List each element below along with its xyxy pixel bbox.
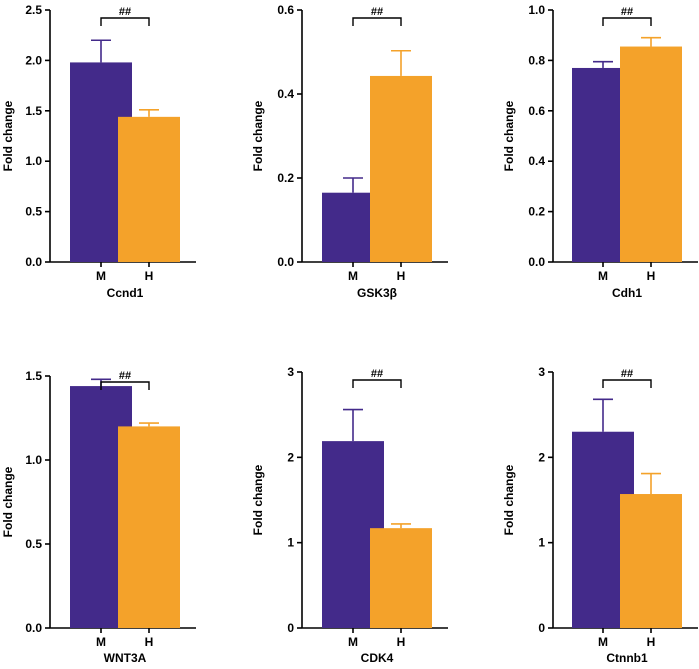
panel-4-y-tick-label: 1.0 xyxy=(25,453,42,467)
panel-2-x-label-M: M xyxy=(348,269,358,283)
panel-3-gene-label: Cdh1 xyxy=(612,286,642,300)
panel-5-x-label-H: H xyxy=(397,635,406,649)
panel-6-gene-label: Ctnnb1 xyxy=(606,651,648,665)
panel-1-y-tick-label: 0.5 xyxy=(25,205,42,219)
panel-4-y-tick-label: 0.5 xyxy=(25,537,42,551)
panel-6-x-label-H: H xyxy=(647,635,656,649)
panel-2-x-label-H: H xyxy=(397,269,406,283)
panel-3-y-axis-title: Fold change xyxy=(502,100,516,171)
panel-1-y-tick-label: 0.0 xyxy=(25,255,42,269)
panel-5-y-tick-label: 1 xyxy=(287,536,294,550)
panel-6-x-label-M: M xyxy=(598,635,608,649)
panel-6-y-tick-label: 2 xyxy=(538,450,545,464)
panel-4-gene-label: WNT3A xyxy=(104,651,147,665)
panel-3-significance-label: ## xyxy=(621,6,633,18)
panel-1-y-tick-label: 2.0 xyxy=(25,53,42,67)
panel-6-y-tick-label: 1 xyxy=(538,536,545,550)
panel-2-y-tick-label: 0.6 xyxy=(277,3,294,17)
panel-4-significance-bracket xyxy=(100,381,150,390)
panel-4-significance-label: ## xyxy=(119,370,131,382)
panel-6-significance-bracket xyxy=(602,379,652,388)
panel-3-y-tick-label: 1.0 xyxy=(528,3,545,17)
panel-6-y-axis-title: Fold change xyxy=(502,464,516,535)
panel-3-y-tick-label: 0.4 xyxy=(528,154,545,168)
panel-2-bar-H xyxy=(370,75,432,262)
panel-6-y-tick-label: 0 xyxy=(538,621,545,635)
panel-1-significance-label: ## xyxy=(119,6,131,18)
panel-3-y-tick-label: 0.6 xyxy=(528,104,545,118)
panel-1-y-axis-title: Fold change xyxy=(1,100,15,171)
panel-6-y-tick-label: 3 xyxy=(538,365,545,379)
panel-6-bar-H xyxy=(620,494,682,628)
panel-2-y-tick-label: 0.4 xyxy=(277,87,294,101)
panel-4-y-tick-label: 0.0 xyxy=(25,621,42,635)
panel-5-significance-label: ## xyxy=(371,368,383,380)
panel-3-y-tick-label: 0.0 xyxy=(528,255,545,269)
panel-4-x-label-H: H xyxy=(145,635,154,649)
panel-5-significance-bracket xyxy=(352,379,402,388)
panel-1-bar-H xyxy=(118,116,180,263)
panel-3-y-tick-label: 0.2 xyxy=(528,205,545,219)
panel-2-significance-bracket xyxy=(352,17,402,26)
panel-3-x-label-M: M xyxy=(598,269,608,283)
panel-2-y-tick-label: 0.2 xyxy=(277,171,294,185)
panel-1-gene-label: Ccnd1 xyxy=(107,286,144,300)
panel-5-x-label-M: M xyxy=(348,635,358,649)
panel-3-significance-bracket xyxy=(602,17,652,26)
panel-4-x-label-M: M xyxy=(96,635,106,649)
panel-4-bar-H xyxy=(118,426,180,628)
panel-1-significance-bracket xyxy=(100,17,150,26)
panel-4-y-axis-title: Fold change xyxy=(1,466,15,537)
panel-1-y-tick-label: 1.5 xyxy=(25,104,42,118)
panel-3-x-label-H: H xyxy=(647,269,656,283)
panel-1-y-tick-label: 1.0 xyxy=(25,154,42,168)
panel-5-bar-H xyxy=(370,528,432,628)
panel-2-significance-label: ## xyxy=(371,6,383,18)
panel-1-x-label-M: M xyxy=(96,269,106,283)
panel-4-y-tick-label: 1.5 xyxy=(25,369,42,383)
panel-3-bar-H xyxy=(620,46,682,262)
panel-1-y-tick-label: 2.5 xyxy=(25,3,42,17)
panel-5-y-tick-label: 0 xyxy=(287,621,294,635)
panel-5-y-axis-title: Fold change xyxy=(251,464,265,535)
panel-6-significance-label: ## xyxy=(621,368,633,380)
panel-2-y-tick-label: 0.0 xyxy=(277,255,294,269)
panel-2-y-axis-title: Fold change xyxy=(251,100,265,171)
panel-5-gene-label: CDK4 xyxy=(361,651,394,665)
panel-5-y-tick-label: 3 xyxy=(287,365,294,379)
panel-1-x-label-H: H xyxy=(145,269,154,283)
panel-2-gene-label: GSK3β xyxy=(357,286,397,300)
panel-5-y-tick-label: 2 xyxy=(287,450,294,464)
panel-3-y-tick-label: 0.8 xyxy=(528,53,545,67)
